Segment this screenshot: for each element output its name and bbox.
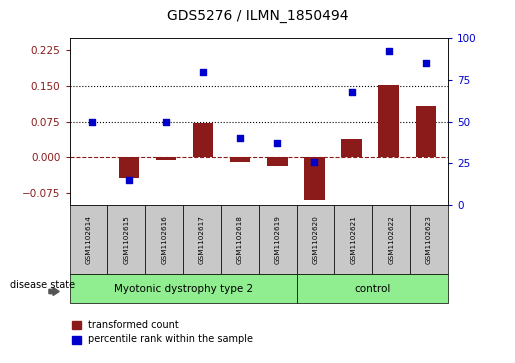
Text: Myotonic dystrophy type 2: Myotonic dystrophy type 2 bbox=[113, 284, 253, 294]
Text: percentile rank within the sample: percentile rank within the sample bbox=[88, 334, 252, 344]
Text: GSM1102615: GSM1102615 bbox=[123, 215, 129, 264]
Bar bbox=[304, 158, 324, 200]
Point bbox=[88, 119, 96, 125]
Point bbox=[385, 49, 393, 54]
Point bbox=[422, 60, 430, 66]
Text: GSM1102621: GSM1102621 bbox=[350, 215, 356, 264]
Bar bbox=[341, 139, 362, 158]
Bar bbox=[118, 158, 139, 178]
Point bbox=[125, 177, 133, 183]
Text: disease state: disease state bbox=[10, 280, 75, 290]
Text: control: control bbox=[354, 284, 390, 294]
Text: transformed count: transformed count bbox=[88, 320, 178, 330]
Text: GSM1102616: GSM1102616 bbox=[161, 215, 167, 264]
Text: GSM1102622: GSM1102622 bbox=[388, 215, 394, 264]
Point bbox=[348, 89, 356, 94]
Bar bbox=[416, 106, 436, 158]
Bar bbox=[267, 158, 287, 166]
Bar bbox=[230, 158, 250, 162]
Text: GDS5276 / ILMN_1850494: GDS5276 / ILMN_1850494 bbox=[167, 9, 348, 23]
Point bbox=[236, 135, 244, 141]
Text: GSM1102623: GSM1102623 bbox=[426, 215, 432, 264]
Point bbox=[162, 119, 170, 125]
Text: GSM1102618: GSM1102618 bbox=[237, 215, 243, 264]
Bar bbox=[379, 85, 399, 158]
Text: GSM1102619: GSM1102619 bbox=[274, 215, 281, 264]
Text: GSM1102614: GSM1102614 bbox=[85, 215, 92, 264]
Point bbox=[273, 140, 282, 146]
Point bbox=[311, 159, 319, 164]
Bar bbox=[193, 123, 213, 158]
Point bbox=[199, 69, 207, 74]
Bar bbox=[156, 158, 176, 160]
Text: GSM1102617: GSM1102617 bbox=[199, 215, 205, 264]
Text: GSM1102620: GSM1102620 bbox=[313, 215, 319, 264]
